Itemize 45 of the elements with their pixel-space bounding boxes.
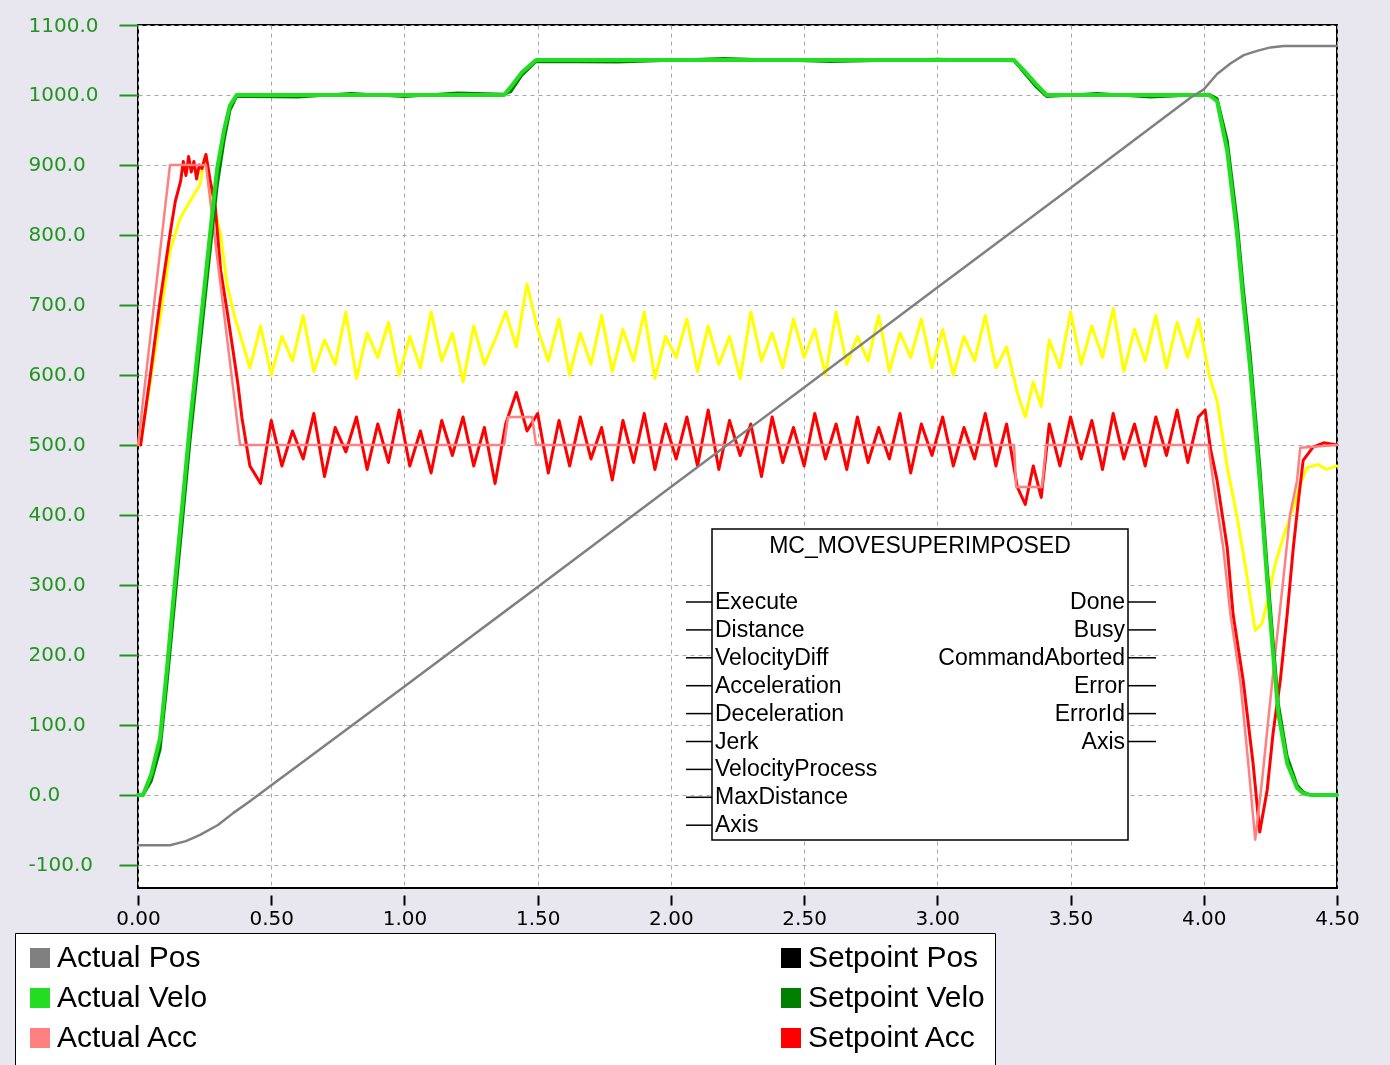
x-tick-label: 4.00 bbox=[1182, 905, 1227, 930]
y-tick-label: 300.0 bbox=[28, 572, 86, 597]
y-tick-label: 100.0 bbox=[28, 712, 86, 737]
x-tick-label: 3.00 bbox=[915, 905, 961, 930]
y-tick-label: 500.0 bbox=[28, 432, 86, 457]
annotation: MC_MOVESUPERIMPOSED bbox=[769, 532, 1071, 558]
x-tick-label: 3.50 bbox=[1048, 905, 1094, 930]
x-tick-label: 1.50 bbox=[515, 905, 561, 930]
annotation: Distance bbox=[715, 615, 805, 642]
y-tick-label: 800.0 bbox=[28, 222, 86, 247]
x-tick-label: 4.50 bbox=[1315, 905, 1360, 930]
annotation: Deceleration bbox=[715, 699, 845, 726]
x-tick-label: 0.50 bbox=[249, 905, 294, 930]
annotation: Busy bbox=[1073, 615, 1126, 642]
x-tick-label: 2.50 bbox=[782, 905, 827, 930]
annotation: Acceleration bbox=[715, 671, 842, 698]
y-tick-label: 700.0 bbox=[28, 292, 86, 317]
y-tick-label: 200.0 bbox=[28, 642, 86, 667]
annotation: Execute bbox=[715, 588, 799, 614]
legend-label: Setpoint Velo bbox=[808, 980, 985, 1013]
legend-label: Setpoint Pos bbox=[808, 940, 979, 973]
annotation: Axis bbox=[715, 811, 759, 838]
annotation: ErrorId bbox=[1054, 699, 1125, 726]
annotation: Done bbox=[1070, 588, 1125, 614]
y-tick-label: 600.0 bbox=[28, 362, 86, 387]
y-tick-label: -100.0 bbox=[28, 852, 93, 877]
annotation: Error bbox=[1073, 671, 1126, 698]
y-tick-label: 900.0 bbox=[28, 152, 86, 177]
y-tick-label: 1100.0 bbox=[28, 12, 99, 37]
legend-label: Actual Pos bbox=[57, 940, 201, 973]
y-tick-label: 1000.0 bbox=[28, 82, 99, 107]
annotation: VelocityProcess bbox=[715, 755, 878, 782]
annotation: CommandAborted bbox=[938, 643, 1125, 670]
y-tick-label: 0.0 bbox=[28, 782, 61, 807]
legend-label: Actual Acc bbox=[57, 1020, 198, 1053]
annotation: Jerk bbox=[715, 727, 759, 754]
x-tick-label: 0.00 bbox=[116, 905, 161, 930]
legend-label: Setpoint Acc bbox=[808, 1020, 975, 1053]
legend-label: Actual Velo bbox=[57, 980, 208, 1013]
y-tick-label: 400.0 bbox=[28, 502, 86, 527]
x-tick-label: 1.00 bbox=[382, 905, 428, 930]
annotation: VelocityDiff bbox=[715, 643, 829, 670]
x-tick-label: 2.00 bbox=[649, 905, 694, 930]
annotation: Axis bbox=[1081, 727, 1125, 754]
annotation: MaxDistance bbox=[715, 783, 848, 810]
